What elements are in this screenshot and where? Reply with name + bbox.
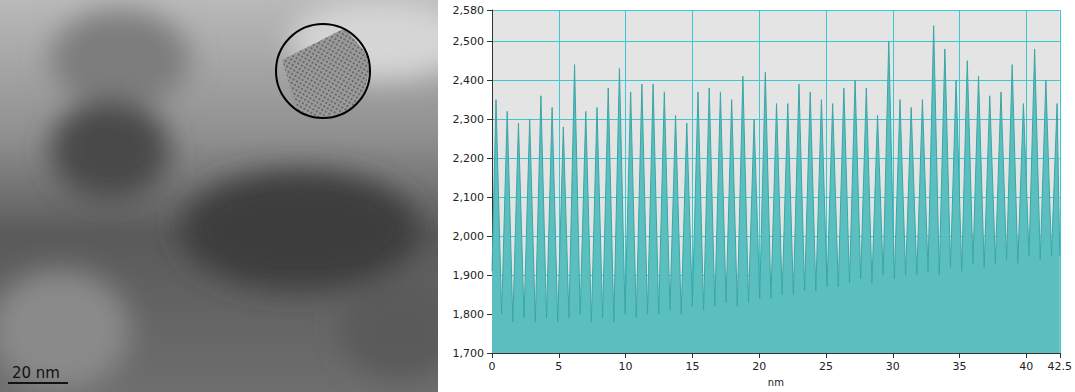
svg-text:20 nm: 20 nm [12,364,60,382]
svg-text:5: 5 [555,360,562,373]
svg-text:15: 15 [685,360,699,373]
svg-text:nm: nm [768,377,784,388]
svg-text:1,800: 1,800 [453,308,485,321]
svg-text:0: 0 [489,360,496,373]
svg-text:35: 35 [953,360,967,373]
svg-text:30: 30 [886,360,900,373]
svg-text:2,580: 2,580 [453,4,485,17]
svg-text:2,000: 2,000 [453,230,485,243]
svg-text:1,700: 1,700 [453,347,485,360]
svg-text:20: 20 [752,360,766,373]
svg-text:2,100: 2,100 [453,191,485,204]
svg-text:2,200: 2,200 [453,152,485,165]
svg-text:25: 25 [819,360,833,373]
svg-text:2,500: 2,500 [453,35,485,48]
svg-text:2,400: 2,400 [453,74,485,87]
svg-text:40: 40 [1019,360,1033,373]
svg-text:42.5: 42.5 [1048,360,1073,373]
svg-text:2,300: 2,300 [453,113,485,126]
svg-text:10: 10 [619,360,633,373]
svg-text:1,900: 1,900 [453,269,485,282]
